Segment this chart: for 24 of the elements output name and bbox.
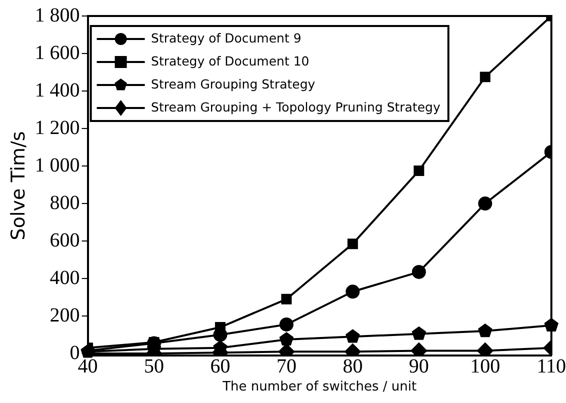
legend-label: Stream Grouping + Topology Pruning Strategy <box>151 99 441 114</box>
y-tick-label: 200 <box>50 304 80 326</box>
y-tick-label: 400 <box>50 266 80 289</box>
legend-label: Strategy of Document 9 <box>151 30 302 46</box>
x-tick-label: 90 <box>408 356 429 378</box>
x-tick-label: 80 <box>342 356 363 378</box>
x-tick-label: 110 <box>536 356 566 378</box>
legend-label: Stream Grouping Strategy <box>151 76 316 92</box>
x-tick-label: 60 <box>210 356 230 378</box>
x-tick-label: 50 <box>144 356 164 378</box>
y-tick-label: 0 <box>70 342 80 364</box>
legend-label: Strategy of Document 10 <box>151 53 310 68</box>
y-tick-label: 1 600 <box>34 42 80 64</box>
y-tick-label: 1 200 <box>34 116 80 139</box>
x-tick-label: 40 <box>78 356 98 378</box>
y-tick-label: 1 000 <box>34 154 80 176</box>
x-tick-label: 70 <box>276 356 296 378</box>
y-tick-label: 800 <box>50 192 80 214</box>
y-tick-label: 1 400 <box>34 79 80 102</box>
x-axis-title: The number of switches / unit <box>222 380 417 395</box>
y-axis-title: Solve Tim/s <box>7 131 30 240</box>
x-tick-label: 100 <box>470 356 500 378</box>
y-tick-label: 600 <box>50 229 80 252</box>
y-tick-label: 1 800 <box>34 4 80 26</box>
